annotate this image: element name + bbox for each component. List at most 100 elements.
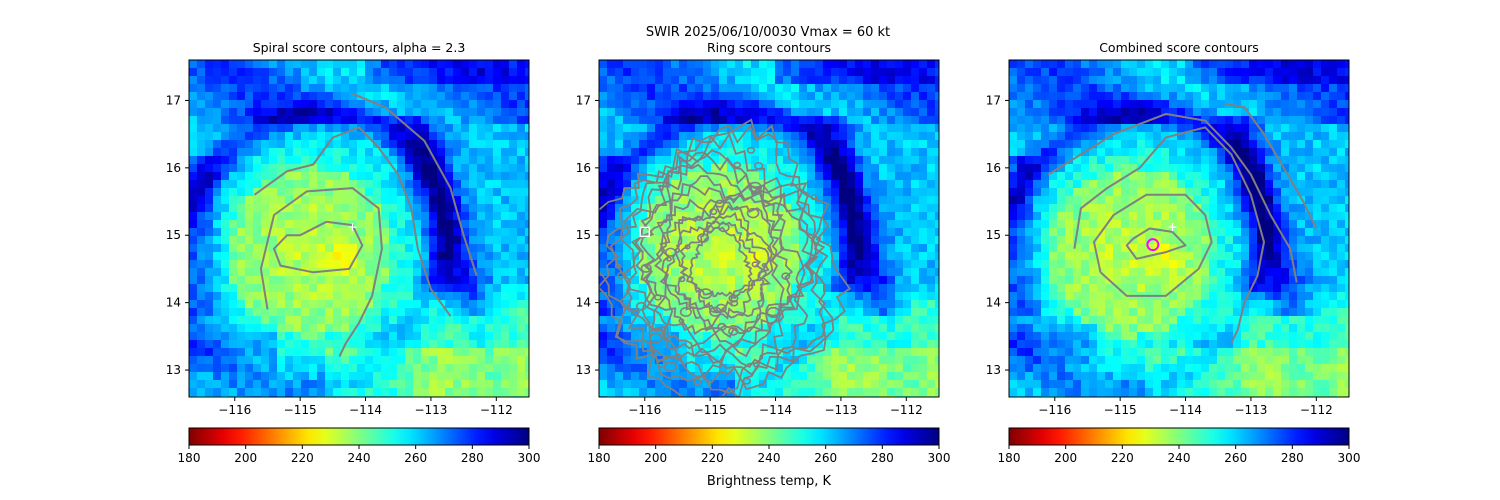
y-tick-label: 16 (166, 161, 181, 175)
center-plus-marker (348, 223, 357, 232)
contour-line (656, 194, 785, 336)
contour-line (666, 256, 672, 262)
contour-line (714, 199, 725, 208)
colorbar-tick-label: 200 (234, 451, 257, 465)
y-tick-label: 15 (986, 228, 1001, 242)
y-tick-label: 17 (166, 93, 181, 107)
contour-line (663, 361, 677, 372)
colorbar-tick-label: 180 (588, 451, 611, 465)
x-tick-label: −116 (628, 403, 661, 417)
y-tick-label: 14 (576, 296, 591, 310)
contour-line (1125, 227, 1187, 260)
contour-line (728, 327, 739, 336)
y-tick-label: 17 (576, 93, 591, 107)
contour-line (746, 207, 760, 219)
center-square-marker (639, 226, 651, 238)
colorbar-tick-label: 220 (1111, 451, 1134, 465)
x-tick-label: −113 (1234, 403, 1267, 417)
panel-title: Combined score contours (1099, 40, 1259, 55)
colorbar-tick-label: 280 (1281, 451, 1304, 465)
panel-title: Ring score contours (707, 40, 831, 55)
colorbar-tick-label: 280 (461, 451, 484, 465)
colorbar-tick-label: 240 (348, 451, 371, 465)
y-tick-label: 15 (576, 228, 591, 242)
contour-line (746, 146, 756, 154)
contour-line (599, 124, 835, 391)
contour-line (748, 181, 763, 193)
heatmap-image (189, 60, 529, 397)
contour-line (692, 378, 702, 386)
colorbar-tick-label: 220 (701, 451, 724, 465)
contour-line (679, 307, 692, 318)
contour-line (678, 276, 686, 283)
contour-line (696, 215, 703, 221)
colorbar (598, 427, 940, 446)
heatmap-image (1009, 60, 1349, 397)
panel-ring: −116 −115 −114 −113 −112 13 14 15 16 17 180 200 220 2… (576, 40, 951, 465)
axes-frame (598, 59, 940, 398)
contour-line (648, 332, 663, 344)
contour-group (1047, 102, 1318, 344)
contour-line (1093, 193, 1213, 297)
contour-line (1047, 112, 1298, 283)
panel-combined: −116 −115 −114 −113 −112 13 14 15 16 17 180 200 220 2… (986, 40, 1361, 465)
contour-line (640, 263, 652, 273)
contour-line (352, 92, 478, 277)
contour-line (663, 204, 773, 330)
colorbar-tick-label: 220 (291, 451, 314, 465)
contour-group (599, 118, 852, 397)
colorbar-tick-label: 300 (928, 451, 951, 465)
colorbar-tick-label: 300 (1338, 451, 1361, 465)
contour-line (709, 306, 722, 317)
contour-line (717, 322, 727, 331)
contour-line (709, 208, 718, 216)
contour-line (781, 272, 791, 280)
y-tick-label: 15 (166, 228, 181, 242)
y-tick-label: 16 (576, 161, 591, 175)
x-tick-label: −112 (480, 403, 513, 417)
y-tick-label: 16 (986, 161, 1001, 175)
contour-line (699, 288, 713, 300)
colorbar-tick-label: 180 (998, 451, 1021, 465)
contour-line (1073, 126, 1265, 344)
contour-line (635, 301, 647, 311)
contour-line (810, 194, 818, 201)
colorbar-tick-label: 260 (404, 451, 427, 465)
contour-line (761, 262, 768, 268)
contour-line (733, 161, 742, 169)
x-tick-label: −116 (218, 403, 251, 417)
colorbar-tick-label: 260 (814, 451, 837, 465)
colorbar-tick-label: 180 (178, 451, 201, 465)
center-circle-marker (1146, 238, 1160, 252)
x-tick-label: −115 (694, 403, 727, 417)
contour-line (654, 294, 662, 301)
contour-line (609, 149, 826, 382)
axes-frame (188, 59, 530, 398)
x-tick-label: −116 (1038, 403, 1071, 417)
x-tick-label: −114 (759, 403, 792, 417)
x-tick-label: −113 (414, 403, 447, 417)
panel-spiral: −116 −115 −114 −113 −112 13 14 15 16 17 180 200 220 2… (166, 40, 541, 465)
contour-line (599, 118, 852, 397)
contour-line (751, 261, 759, 268)
x-tick-label: −112 (1300, 403, 1333, 417)
x-tick-label: −115 (1104, 403, 1137, 417)
center-plus-marker (1168, 223, 1177, 232)
contour-line (614, 263, 622, 269)
axes-frame (1008, 59, 1350, 398)
figure-suptitle: SWIR 2025/06/10/0030 Vmax = 60 kt (646, 25, 890, 40)
contour-line (753, 362, 760, 368)
y-tick-label: 13 (986, 363, 1001, 377)
colorbar-tick-label: 200 (644, 451, 667, 465)
colorbar-tick-label: 240 (1168, 451, 1191, 465)
colorbar (1008, 427, 1350, 446)
colorbar (188, 427, 530, 446)
contour-line (730, 299, 739, 307)
contour-line (754, 161, 764, 170)
contour-line (705, 225, 714, 233)
colorbar-tick-label: 300 (518, 451, 541, 465)
y-tick-label: 13 (166, 363, 181, 377)
contour-line (688, 226, 753, 298)
contour-line (718, 222, 730, 233)
contour-line (674, 211, 770, 319)
